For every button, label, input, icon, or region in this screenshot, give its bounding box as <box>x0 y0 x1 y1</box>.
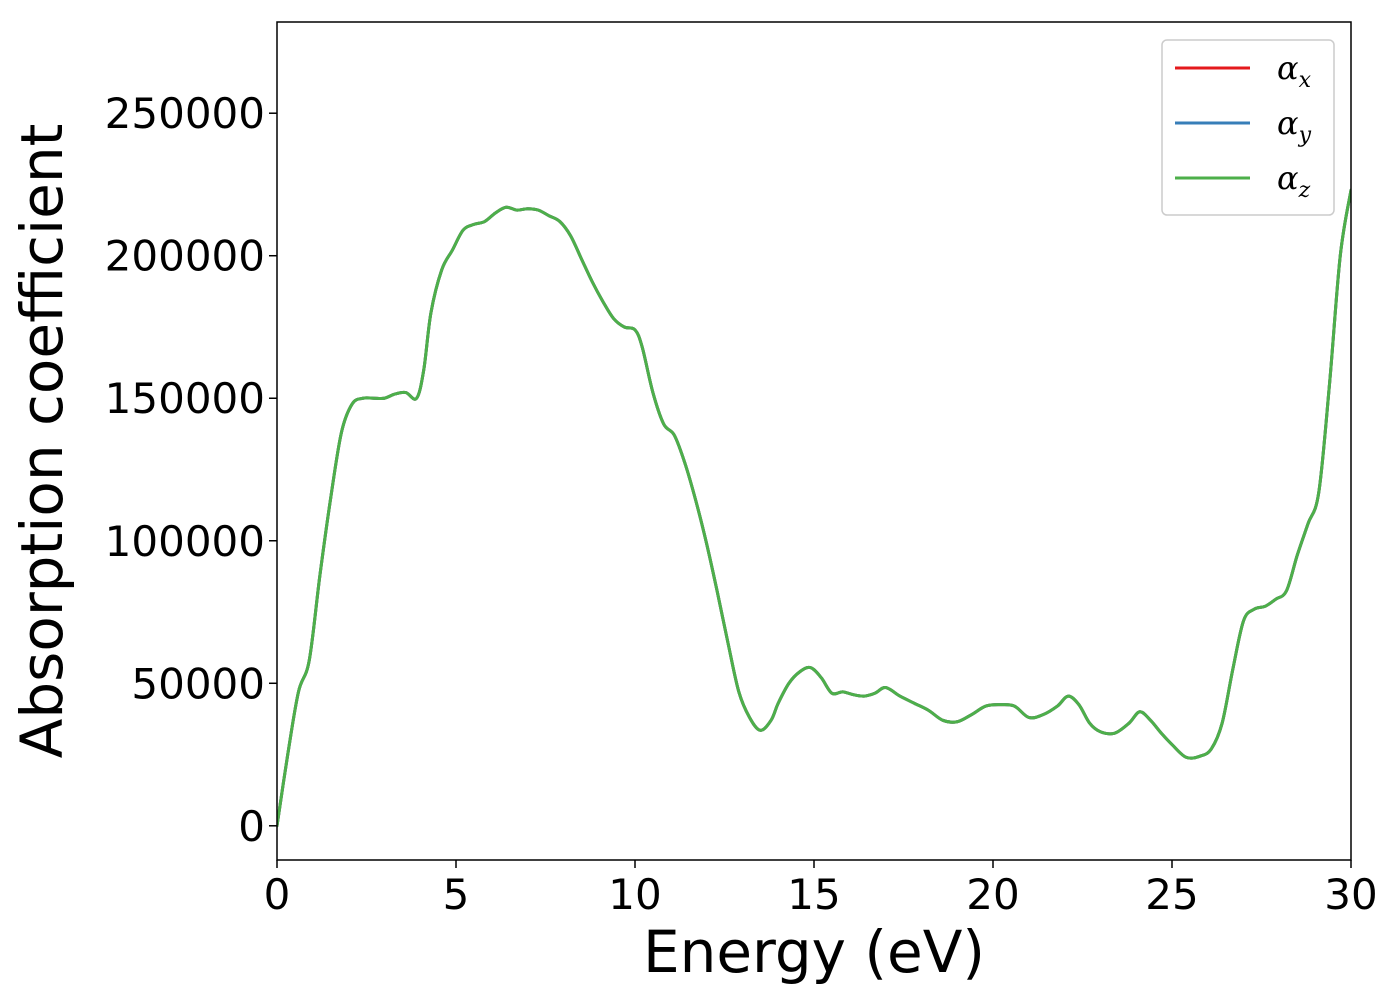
x-tick-label: 30 <box>1324 870 1377 919</box>
legend: αx αy αz <box>1161 39 1335 216</box>
legend-label-x: αx <box>1277 49 1312 93</box>
series-layer <box>277 188 1351 828</box>
y-tick-label: 200000 <box>105 232 265 281</box>
y-tick-label: 100000 <box>105 517 265 566</box>
series-line-z <box>277 188 1351 828</box>
x-tick-label: 20 <box>966 870 1019 919</box>
legend-label-y: αy <box>1277 104 1312 148</box>
x-axis-title: Energy (eV) <box>643 918 985 986</box>
x-axis-ticks: 0 5 10 15 20 25 30 <box>264 860 1378 919</box>
y-tick-label: 50000 <box>131 659 265 708</box>
y-tick-label: 150000 <box>105 374 265 423</box>
y-tick-label: 250000 <box>105 89 265 138</box>
x-tick-label: 5 <box>443 870 470 919</box>
x-tick-label: 0 <box>264 870 291 919</box>
legend-label-z: αz <box>1277 159 1311 203</box>
x-tick-label: 15 <box>787 870 840 919</box>
y-axis-ticks: 0 50000 100000 150000 200000 250000 <box>105 89 277 851</box>
x-tick-label: 10 <box>608 870 661 919</box>
legend-box <box>1161 39 1335 216</box>
y-tick-label: 0 <box>238 802 265 851</box>
x-tick-label: 25 <box>1145 870 1198 919</box>
y-axis-title: Absorption coefficient <box>8 124 76 759</box>
